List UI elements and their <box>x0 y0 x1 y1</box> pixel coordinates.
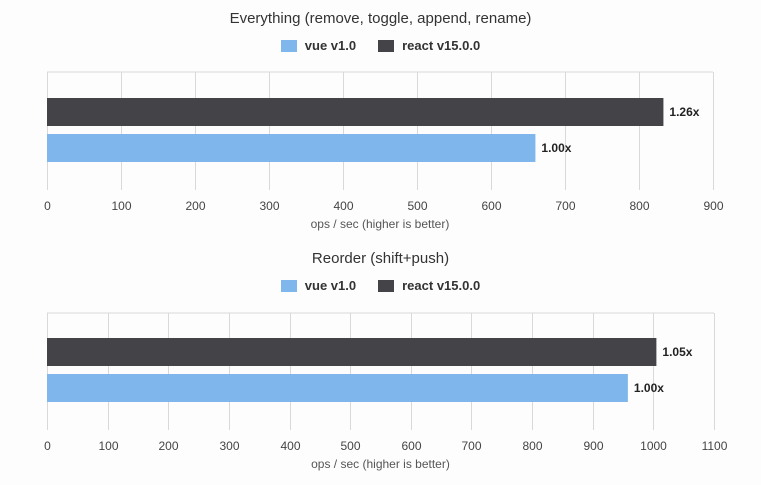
x-tick-label: 100 <box>98 439 118 453</box>
bar-react <box>47 98 664 126</box>
legend: vue v1.0 react v15.0.0 <box>0 38 761 53</box>
legend-swatch-vue <box>280 279 297 292</box>
legend-item-react[interactable]: react v15.0.0 <box>378 38 480 53</box>
x-axis-title: ops / sec (higher is better) <box>311 457 450 471</box>
x-tick-label: 900 <box>703 199 723 213</box>
legend-label-react: react v15.0.0 <box>402 38 481 53</box>
legend-label-react: react v15.0.0 <box>402 278 481 293</box>
legend-swatch-vue <box>280 39 297 52</box>
plot-area: 0 100 200 300 400 500 600 700 800 900 ops / sec (h… <box>44 71 724 231</box>
bar-vue <box>47 134 536 162</box>
x-tick-label: 500 <box>340 439 360 453</box>
legend-swatch-react <box>378 39 395 52</box>
x-tick-label: 100 <box>111 199 131 213</box>
x-tick-label: 1000 <box>640 439 667 453</box>
x-tick-label: 700 <box>461 439 481 453</box>
bar-react <box>47 338 657 366</box>
x-tick-label: 200 <box>185 199 205 213</box>
x-tick-label: 600 <box>481 199 501 213</box>
bar-label-vue: 1.00x <box>541 141 571 155</box>
x-tick-label: 600 <box>401 439 421 453</box>
x-tick-label: 400 <box>333 199 353 213</box>
x-tick-label: 700 <box>555 199 575 213</box>
bar-label-react: 1.26x <box>669 105 699 119</box>
chart-everything: Everything (remove, toggle, append, rena… <box>0 0 761 240</box>
legend-label-vue: vue v1.0 <box>304 38 357 53</box>
bar-vue <box>47 374 628 402</box>
x-axis-title: ops / sec (higher is better) <box>311 217 450 231</box>
legend: vue v1.0 react v15.0.0 <box>0 278 761 293</box>
chart-title: Everything (remove, toggle, append, rena… <box>229 10 532 27</box>
legend-label-vue: vue v1.0 <box>304 278 357 293</box>
plot-area: 0 100 200 300 400 500 600 700 800 900 1000 1100 ops … <box>44 312 728 471</box>
x-tick-label: 800 <box>522 439 542 453</box>
x-tick-label: 0 <box>44 439 51 453</box>
legend-swatch-react <box>378 279 395 292</box>
x-tick-label: 400 <box>280 439 300 453</box>
bar-label-vue: 1.00x <box>634 381 664 395</box>
x-tick-label: 800 <box>629 199 649 213</box>
x-tick-label: 0 <box>44 199 51 213</box>
chart-title: Reorder (shift+push) <box>311 250 450 267</box>
chart-reorder: Reorder (shift+push) vue v1.0 react v15.… <box>0 240 761 485</box>
legend-item-react[interactable]: react v15.0.0 <box>378 278 480 293</box>
legend-item-vue[interactable]: vue v1.0 <box>280 278 357 293</box>
x-tick-label: 200 <box>158 439 178 453</box>
bar-label-react: 1.05x <box>662 345 692 359</box>
x-tick-label: 300 <box>259 199 279 213</box>
legend-item-vue[interactable]: vue v1.0 <box>280 38 357 53</box>
x-tick-label: 300 <box>219 439 239 453</box>
x-tick-label: 500 <box>407 199 427 213</box>
x-tick-label: 900 <box>583 439 603 453</box>
x-tick-label: 1100 <box>702 439 728 453</box>
